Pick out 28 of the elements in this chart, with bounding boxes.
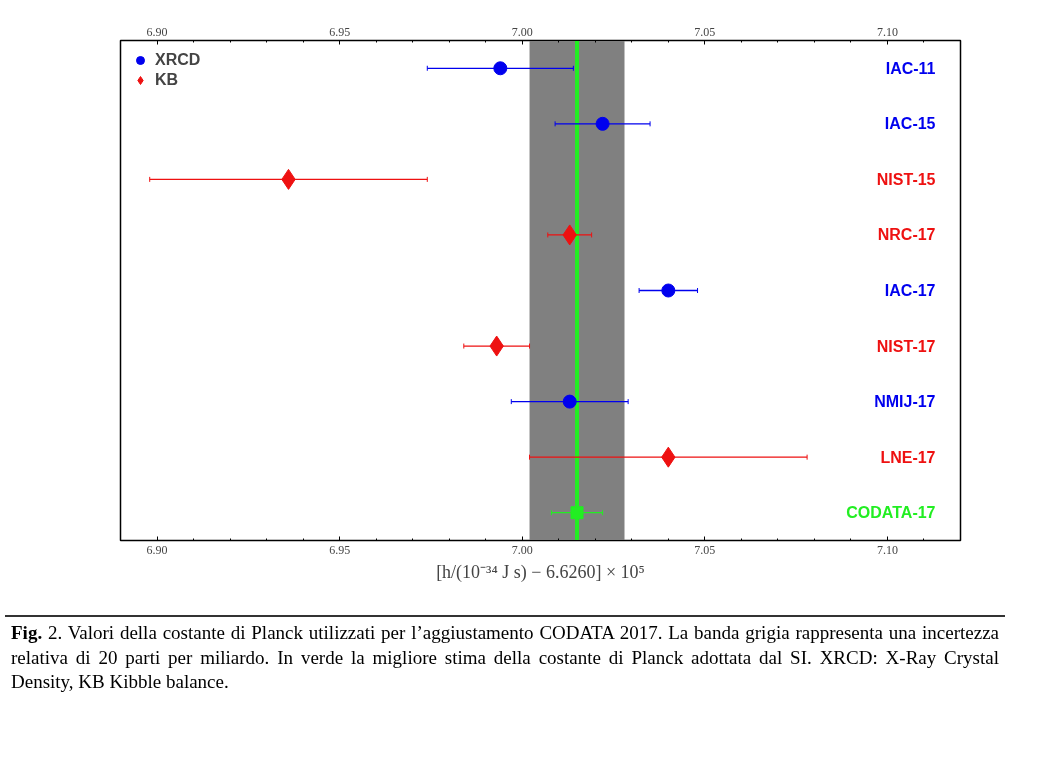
y-tick-label: IAC-15 bbox=[884, 115, 936, 133]
y-tick-label: NIST-15 bbox=[876, 170, 936, 188]
x2-tick-label: 6.90 bbox=[146, 542, 168, 557]
point bbox=[661, 283, 676, 298]
x2-tick-label: 7.05 bbox=[694, 542, 716, 557]
x-tick-label: 7.10 bbox=[876, 24, 898, 39]
point bbox=[493, 61, 508, 76]
y-tick-label: LNE-17 bbox=[880, 448, 936, 466]
y-tick-label: NRC-17 bbox=[877, 226, 936, 244]
caption: Fig. 2. Valori della costante di Planck utilizzati per l’aggiustamento CODATA 2017. La banda grigia rappresenta una incertezza relativa di 20 parti per miliardo. In verde la migliore stima della costante di Planck adottata dal SI. XRCD: X-Ray Crystal Density, KB Kibble balance. bbox=[11, 621, 999, 695]
legend-label: KB bbox=[155, 71, 179, 89]
x-tick-label: 7.05 bbox=[694, 24, 716, 39]
x2-tick-label: 7.00 bbox=[511, 542, 533, 557]
point bbox=[570, 506, 584, 520]
point bbox=[562, 394, 577, 409]
point bbox=[595, 116, 610, 131]
y-tick-label: NIST-17 bbox=[876, 337, 936, 355]
legend-label: XRCD bbox=[155, 51, 201, 69]
y-tick-label: IAC-11 bbox=[885, 59, 936, 77]
y-tick-label: NMIJ-17 bbox=[874, 393, 936, 411]
x-tick-label: 6.90 bbox=[146, 24, 168, 39]
x-tick-label: 7.00 bbox=[511, 24, 533, 39]
x2-tick-label: 7.10 bbox=[876, 542, 898, 557]
x-tick-label: 6.95 bbox=[329, 24, 351, 39]
x2-tick-label: 6.95 bbox=[329, 542, 351, 557]
y-tick-label: CODATA-17 bbox=[846, 504, 936, 522]
y-tick-label: IAC-17 bbox=[884, 282, 936, 299]
x-axis-title: [h/(10⁻³⁴ J s) − 6.6260] × 10⁵ bbox=[436, 561, 645, 583]
